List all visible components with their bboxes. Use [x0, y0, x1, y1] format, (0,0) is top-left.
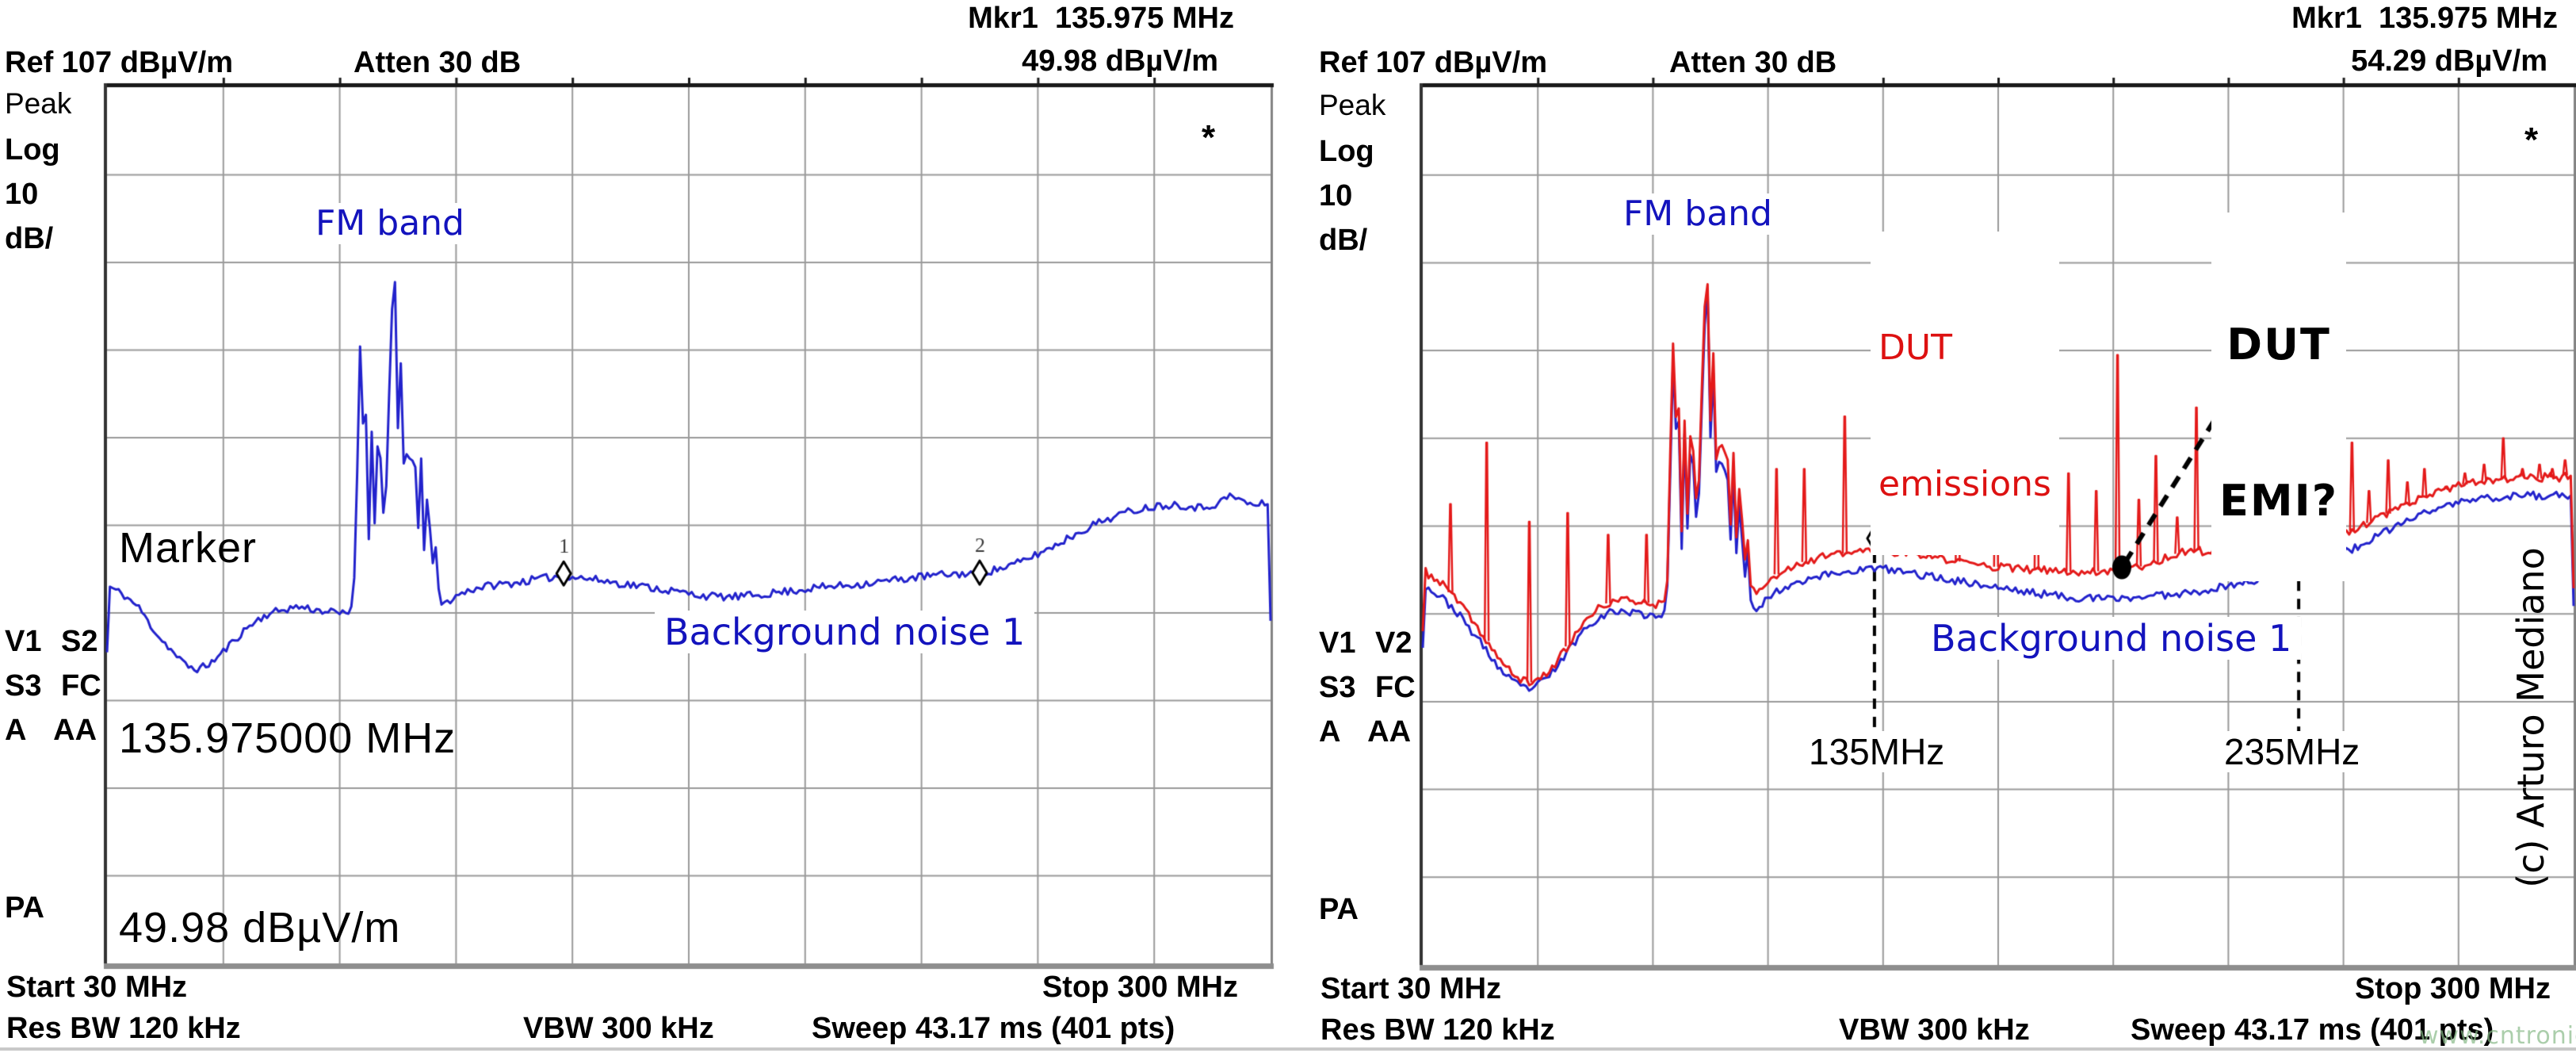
dut-emissions-label: DUT emissions: [1871, 232, 2059, 556]
right-background-noise-label: Background noise 1: [1921, 617, 2302, 660]
left-status-row-4: PA: [5, 891, 44, 925]
left-atten: Atten 30 dB: [354, 46, 522, 79]
freq-guide-label-135: 135MHz: [1798, 731, 1956, 772]
right-stop-freq: Stop 300 MHz: [2354, 972, 2551, 1005]
dut-emi-question-label: DUT EMI?: [2211, 213, 2347, 582]
right-marker-readout-ampl: 54.29 dBµV/m: [2351, 44, 2547, 78]
left-scale-unit: dB/: [5, 222, 54, 255]
right-fm-band-label: FM band: [1614, 193, 1782, 235]
left-marker-readout-ampl: 49.98 dBµV/m: [1022, 44, 1218, 78]
right-detector-label: Peak: [1319, 89, 1386, 121]
dut-emi-line2: EMI?: [2219, 476, 2339, 526]
left-uncal-indicator: *: [1202, 118, 1216, 157]
left-scale-label: Log: [5, 133, 60, 167]
right-rbw: Res BW 120 kHz: [1320, 1013, 1555, 1047]
left-start-freq: Start 30 MHz: [6, 971, 188, 1004]
right-atten: Atten 30 dB: [1669, 46, 1837, 79]
left-rbw: Res BW 120 kHz: [6, 1012, 241, 1045]
right-vbw: VBW 300 kHz: [1839, 1013, 2030, 1047]
right-status-row-3: A AA: [1319, 715, 1412, 749]
dut-emissions-line2: emissions: [1878, 463, 2051, 504]
right-sweep-time: Sweep 43.17 ms (401 pts): [2131, 1013, 2494, 1047]
right-scale-label: Log: [1319, 135, 1374, 168]
left-marker-annotation-line3: 49.98 dBµV/m: [119, 904, 401, 952]
left-marker-annotation: Marker 135.975000 MHz 49.98 dBµV/m: [119, 390, 456, 1024]
left-marker-annotation-line1: Marker: [119, 523, 258, 572]
watermark: www.cntronics.com: [2419, 1022, 2576, 1050]
right-marker-readout-freq: Mkr1 135.975 MHz: [2291, 2, 2558, 35]
left-status-row-1: V1 S2: [5, 625, 98, 658]
left-sweep-time: Sweep 43.17 ms (401 pts): [812, 1012, 1175, 1045]
copyright-credit: (c) Arturo Mediano: [2509, 547, 2552, 888]
dut-emi-line1: DUT: [2226, 319, 2331, 370]
left-stop-freq: Stop 300 MHz: [1041, 971, 1238, 1004]
left-fm-band-label: FM band: [306, 203, 474, 244]
right-status-row-2: S3 FC: [1319, 671, 1416, 704]
left-marker-readout-freq: Mkr1 135.975 MHz: [968, 2, 1234, 35]
right-status-row-4: PA: [1319, 893, 1359, 926]
right-start-freq: Start 30 MHz: [1320, 972, 1502, 1005]
right-uncal-indicator: *: [2524, 121, 2539, 159]
right-scale-unit: dB/: [1319, 224, 1368, 257]
left-status-row-3: A AA: [5, 714, 97, 747]
left-detector-label: Peak: [5, 87, 72, 120]
left-vbw: VBW 300 kHz: [523, 1012, 714, 1045]
left-scale-value: 10: [5, 178, 39, 211]
right-ref-level: Ref 107 dBµV/m: [1319, 46, 1547, 79]
dut-emissions-line1: DUT: [1878, 327, 1952, 369]
left-status-row-2: S3 FC: [5, 669, 101, 703]
right-scale-value: 10: [1319, 179, 1353, 213]
left-ref-level: Ref 107 dBµV/m: [5, 46, 233, 79]
bottom-divider-line: [0, 1047, 2576, 1051]
freq-guide-label-235: 235MHz: [2213, 731, 2372, 772]
left-background-noise-label: Background noise 1: [655, 611, 1035, 653]
left-marker-annotation-line2: 135.975000 MHz: [119, 714, 457, 762]
right-status-row-1: V1 V2: [1319, 626, 1412, 660]
